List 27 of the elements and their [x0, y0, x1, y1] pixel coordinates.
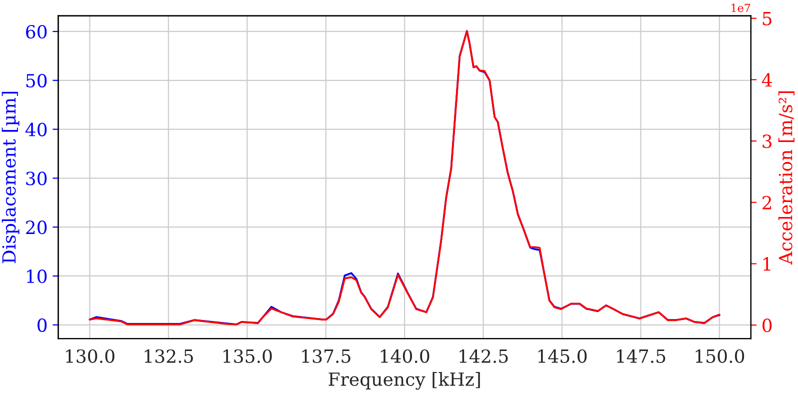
x-tick-label: 130.0 — [66, 349, 114, 363]
y-tick-label: 50 — [26, 74, 47, 88]
x-tick-label: 147.5 — [617, 349, 666, 363]
x-axis-title: Frequency [kHz] — [328, 372, 480, 390]
x-tick-label: 135.0 — [224, 349, 272, 363]
y-tick-label: 60 — [26, 24, 47, 39]
y2-tick-label: 0 — [762, 318, 772, 332]
x-tick-label: 142.5 — [460, 349, 508, 363]
y-tick-label: 10 — [27, 269, 47, 284]
y-tick-label: 40 — [25, 122, 47, 136]
y-tick-label: 30 — [26, 172, 47, 186]
y2-tick-label: 1 — [764, 257, 770, 271]
x-tick-label: 132.5 — [144, 349, 193, 363]
line-series — [88, 30, 720, 326]
x-tick-label: 140.0 — [380, 349, 430, 363]
x-tick-label: 145.0 — [538, 349, 587, 363]
y2-tick-label: 3 — [762, 134, 772, 148]
y2-tick-label: 2 — [762, 196, 772, 210]
y-axis-title: Displacement [µm] — [2, 92, 20, 264]
x-tick-label: 137.5 — [302, 349, 350, 363]
y2-axis-title: Acceleration [m/s²] — [778, 91, 794, 265]
y2-tick-label: 5 — [762, 12, 772, 26]
text: 1e7 — [732, 4, 750, 12]
x-tick-label: 150.0 — [696, 349, 744, 363]
y-tick-label: 20 — [26, 220, 47, 234]
y-tick-label: 0 — [38, 318, 47, 332]
y2-tick-label: 4 — [762, 73, 772, 87]
